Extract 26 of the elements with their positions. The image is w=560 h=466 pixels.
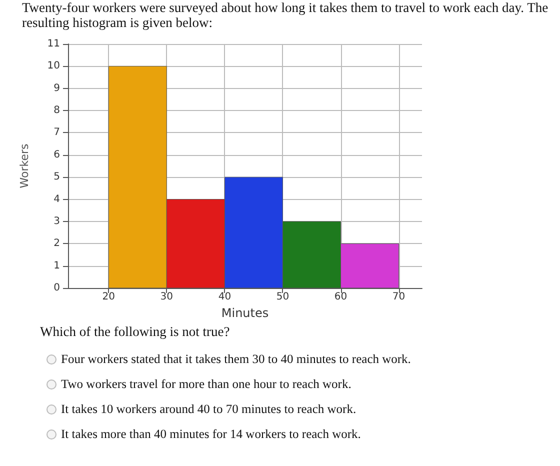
y-tick-label: 0 [54,282,60,294]
y-tick-label: 4 [54,194,60,205]
x-tick-label: 50 [276,292,290,302]
text: It takes 10 workers around 40 to 70 minutes to reach work. [61,402,356,417]
x-tick-label: 60 [334,292,348,302]
chart-title: Twenty-four workers were surveyed about how long it takes them to travel to work each day. The resulting histogram is given below: [22,0,550,30]
text: It takes more than 40 minutes for 14 workers to reach work. [61,427,361,442]
y-tick-label: 8 [54,105,60,116]
y-tick-label: 11 [47,38,60,50]
y-tick-label: 6 [54,149,60,160]
text: Two workers travel for more than one hour to reach work. [61,377,352,392]
x-tick-label: 20 [102,292,115,302]
y-tick-label: 7 [54,127,60,138]
text: Four workers stated that it takes them 30 to 40 minutes to reach work. [61,352,411,367]
y-tick-label: 3 [54,216,60,227]
x-tick-label: 30 [160,292,174,302]
x-axis-title: Minutes [221,306,269,320]
y-tick-label: 10 [47,60,60,72]
x-tick-label: 70 [392,292,406,302]
y-tick-label: 5 [54,172,60,183]
y-tick-label: 9 [54,82,60,94]
y-axis-title: Workers [18,143,31,188]
x-tick-label: 40 [218,292,232,302]
y-tick-label: 1 [54,260,60,272]
y-tick-label: 2 [54,238,60,250]
text: Which of the following is not true? [40,324,230,340]
